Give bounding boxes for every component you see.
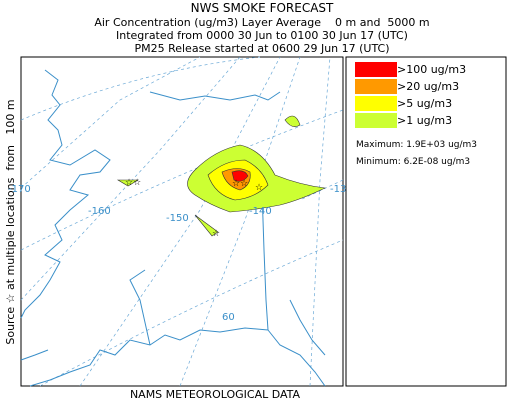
legend: Maximum: 1.9E+03 ug/m3 Minimum: 6.2E-08 … — [345, 56, 507, 387]
minimum: Minimum: 6.2E-08 ug/m3 — [356, 157, 470, 167]
legend-swatch — [355, 96, 397, 111]
graticule — [20, 56, 344, 387]
grid-label: -150 — [166, 213, 189, 224]
smoke-plume: ☆☆ ☆☆ ☆ ☆ — [116, 115, 327, 239]
plume-1 — [116, 179, 140, 187]
legend-swatch — [355, 79, 397, 94]
map-frame — [20, 56, 344, 387]
side-label: Source ☆ at multiple locations from 100 … — [4, 99, 17, 344]
subtitle: Integrated from 0000 30 Jun to 0100 30 J… — [116, 29, 408, 42]
legend-label: >20 ug/m3 — [397, 80, 459, 93]
legend-swatch — [355, 113, 397, 128]
grid-label: -140 — [249, 206, 272, 217]
subtitle: PM25 Release started at 0600 29 Jun 17 (… — [134, 42, 389, 55]
legend-label: >1 ug/m3 — [397, 114, 452, 127]
plume-1 — [194, 214, 219, 237]
grid-label: -130 — [330, 184, 353, 195]
plume-1 — [284, 115, 301, 127]
maximum: Maximum: 1.9E+03 ug/m3 — [356, 140, 477, 150]
plume-100 — [231, 170, 249, 182]
source-marker: ☆☆ — [125, 178, 141, 188]
map: ☆☆ ☆☆ ☆ ☆ -170 -160 -150 -140 -130 60 — [8, 56, 353, 387]
footer: NAMS METEOROLOGICAL DATA — [130, 388, 301, 401]
legend-label: >5 ug/m3 — [397, 97, 452, 110]
legend-swatch — [355, 62, 397, 77]
source-marker: ☆ — [212, 229, 220, 239]
grid-label: -170 — [8, 184, 31, 195]
source-marker: ☆ — [255, 183, 263, 193]
coastline — [20, 69, 326, 387]
subtitle: Air Concentration (ug/m3) Layer Average … — [94, 16, 429, 29]
legend-frame — [345, 56, 507, 387]
source-marker: ☆☆ — [232, 179, 248, 189]
grid-label: -160 — [88, 206, 111, 217]
legend-label: >100 ug/m3 — [397, 63, 466, 76]
grid-label: 60 — [222, 312, 235, 323]
title: NWS SMOKE FORECAST — [191, 1, 334, 15]
